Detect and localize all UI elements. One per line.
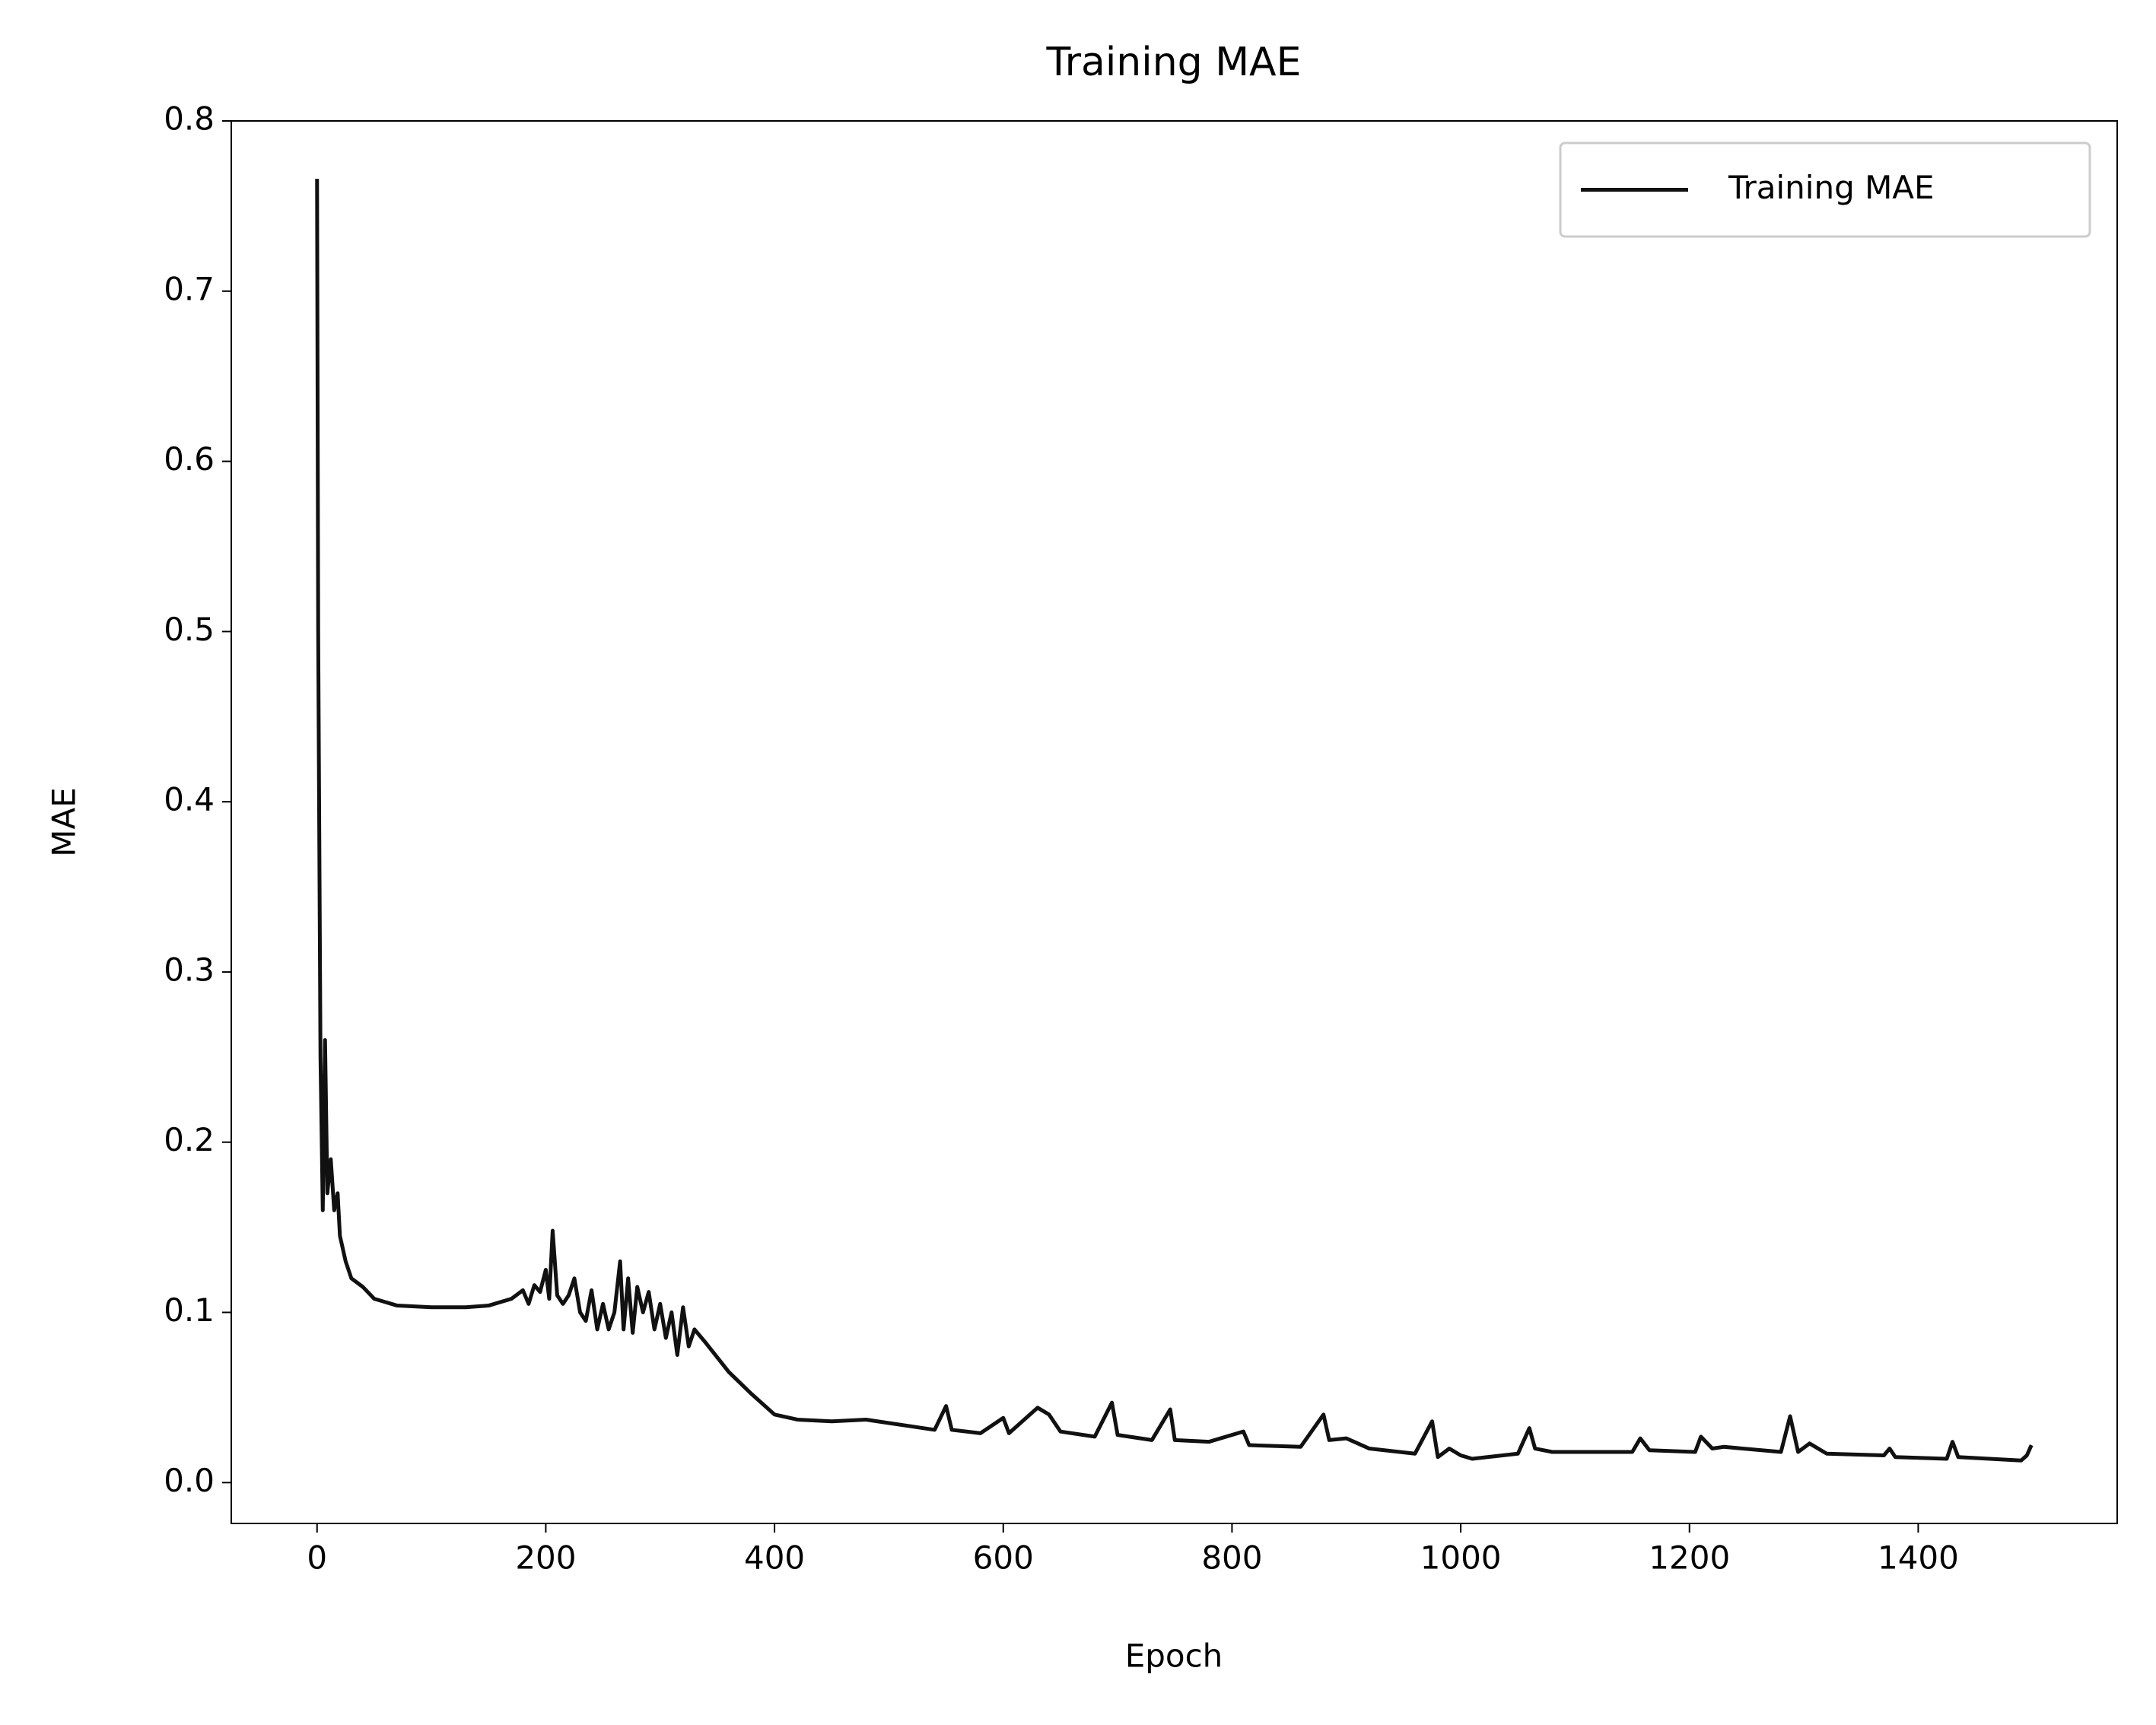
x-tick-label: 400 (744, 1539, 805, 1577)
y-tick-label: 0.4 (164, 781, 215, 818)
y-tick-label: 0.5 (164, 611, 215, 648)
x-tick-label: 1000 (1420, 1539, 1502, 1577)
data-line (315, 179, 2034, 1463)
y-tick-label: 0.3 (164, 951, 215, 988)
legend-label: Training MAE (1728, 169, 1935, 206)
y-tick-label: 0.0 (164, 1462, 215, 1499)
y-tick-label: 0.2 (164, 1121, 215, 1158)
x-tick-label: 800 (1201, 1539, 1262, 1577)
x-tick-label: 200 (515, 1539, 576, 1577)
chart-title: Training MAE (1045, 40, 1301, 85)
plot-frame (231, 120, 2118, 1524)
x-tick-label: 1200 (1649, 1539, 1730, 1577)
x-tick-label: 0 (307, 1539, 327, 1577)
y-axis-label: MAE (46, 787, 83, 857)
y-tick-label: 0.1 (164, 1291, 215, 1329)
y-tick-label: 0.7 (164, 270, 215, 307)
y-tick-label: 0.8 (164, 100, 215, 138)
x-axis-label: Epoch (1125, 1638, 1223, 1675)
x-tick-label: 1400 (1878, 1539, 1959, 1577)
legend-box (1559, 141, 2091, 238)
x-tick-label: 600 (973, 1539, 1034, 1577)
y-tick-label: 0.6 (164, 440, 215, 478)
